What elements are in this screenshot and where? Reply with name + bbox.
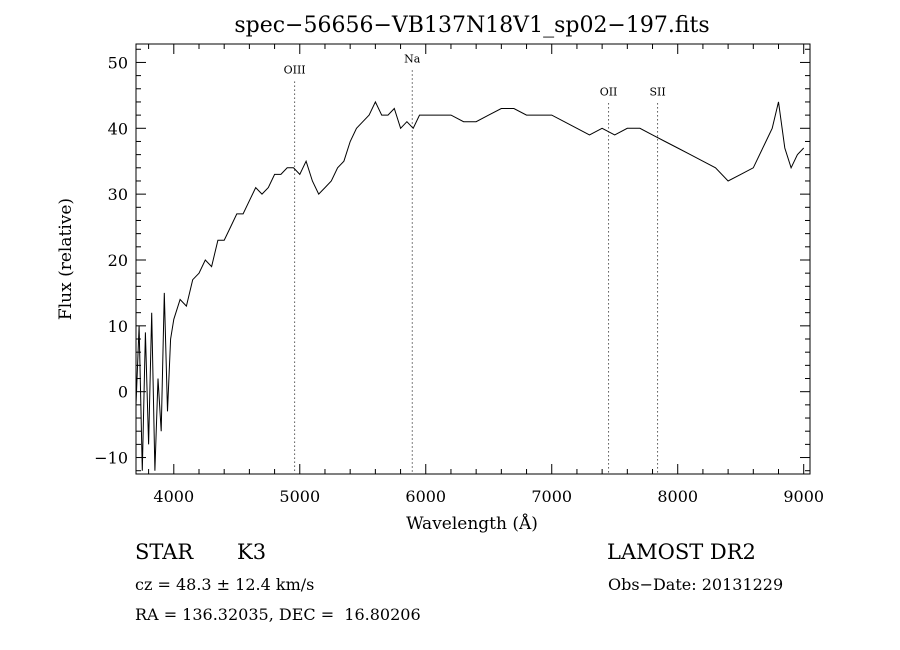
series-line-flux bbox=[135, 100, 805, 471]
line-marker-label: Na bbox=[404, 52, 421, 65]
observation-date: Obs−Date: 20131229 bbox=[608, 575, 784, 594]
emission-line-markers: OIII Na OII SII bbox=[284, 52, 666, 474]
y-axis-label: Flux (relative) bbox=[56, 198, 76, 320]
x-tick-label: 5000 bbox=[279, 487, 320, 506]
plot-frame bbox=[135, 43, 811, 475]
radial-velocity: cz = 48.3 ± 12.4 km/s bbox=[135, 575, 315, 594]
survey-name: LAMOST DR2 bbox=[607, 540, 756, 564]
x-tick-label: 9000 bbox=[783, 487, 824, 506]
y-tick-label: 10 bbox=[108, 317, 128, 336]
y-tick-label: 50 bbox=[108, 53, 128, 72]
object-class: STAR bbox=[135, 540, 194, 564]
x-tick-label: 7000 bbox=[531, 487, 572, 506]
line-marker-label: SII bbox=[649, 85, 665, 98]
y-tick-label: 30 bbox=[108, 185, 128, 204]
y-tick-label: −10 bbox=[94, 449, 128, 468]
chart-title: spec−56656−VB137N18V1_sp02−197.fits bbox=[234, 13, 709, 38]
y-tick-label: 0 bbox=[118, 383, 128, 402]
axis-ticks bbox=[136, 44, 810, 474]
y-tick-label: 20 bbox=[108, 251, 128, 270]
x-tick-label: 6000 bbox=[405, 487, 446, 506]
sky-coordinates: RA = 136.32035, DEC = 16.80206 bbox=[135, 605, 421, 624]
line-marker-label: OII bbox=[600, 85, 618, 98]
y-tick-label: 40 bbox=[108, 119, 128, 138]
x-tick-labels: 4000 5000 6000 7000 8000 9000 bbox=[153, 487, 824, 506]
y-tick-labels: −10 0 10 20 30 40 50 bbox=[94, 53, 128, 467]
line-marker-label: OIII bbox=[284, 64, 306, 77]
x-axis-label: Wavelength (Å) bbox=[406, 513, 538, 534]
x-tick-label: 8000 bbox=[657, 487, 698, 506]
x-tick-label: 4000 bbox=[153, 487, 194, 506]
object-subclass: K3 bbox=[237, 540, 267, 564]
